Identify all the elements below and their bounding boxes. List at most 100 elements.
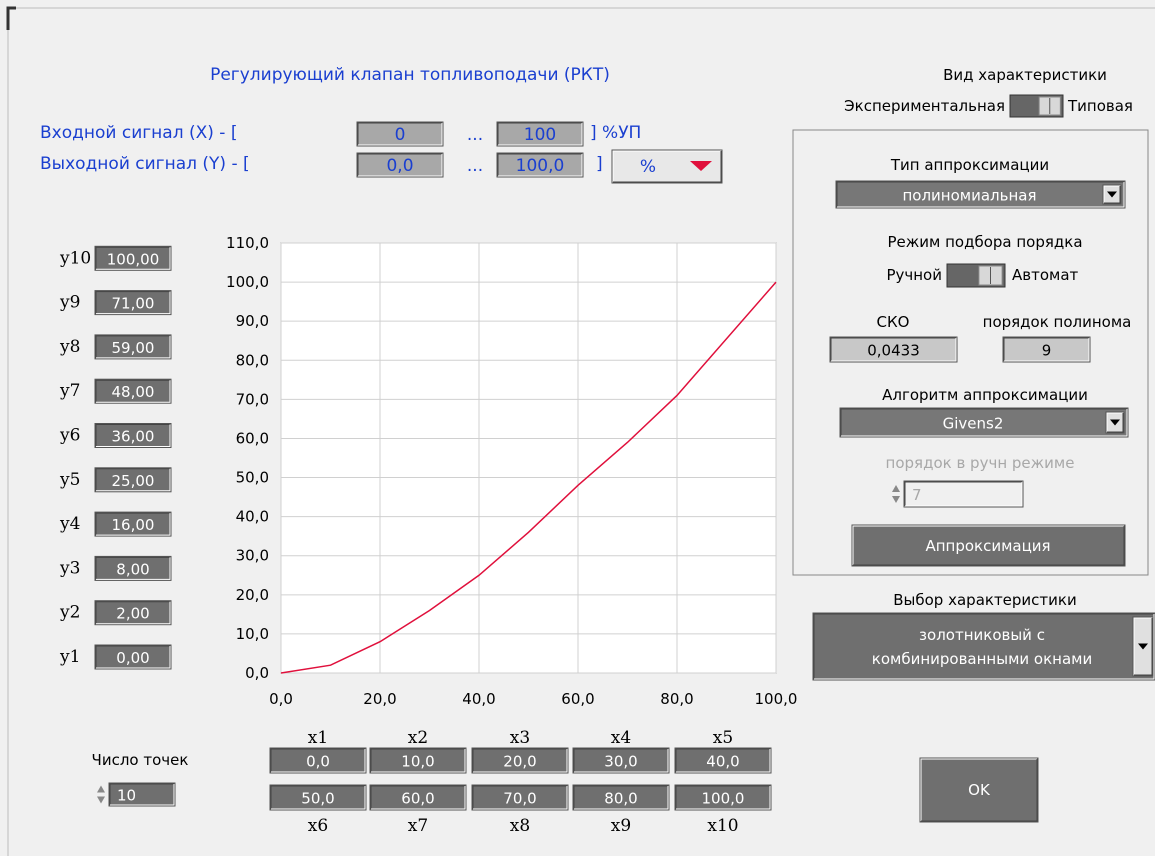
points-count-bevel [109,783,174,805]
title: Регулирующий клапан топливоподачи (РКТ) [210,65,610,85]
points-count-down[interactable] [97,796,105,804]
x-field-text: 50,0 [301,790,334,808]
output-min-bevel [358,154,443,177]
unit-dropdown[interactable] [611,149,723,184]
y-tick-label: 70,0 [236,390,269,408]
type-dropdown[interactable] [835,180,1126,209]
y-field-bevel [96,601,171,625]
select-dropdown[interactable] [812,612,1155,681]
y-name: y5 [59,470,80,490]
y-field-text: 25,00 [112,472,155,490]
type-dropdown-bevel [836,181,1124,207]
x-field-text: 70,0 [503,790,536,808]
y-field-text: 8,00 [116,560,149,578]
points-count-up[interactable] [97,785,105,793]
y-field[interactable] [94,600,172,626]
x-field-bevel [371,786,466,810]
x-field-bevel [271,749,366,773]
y-field-bevel [96,513,171,536]
x-field[interactable] [269,747,367,774]
x-field-text: 60,0 [401,790,434,808]
y-field-text: 36,00 [112,428,155,446]
rmse-field-text: 0,0433 [867,342,920,360]
x-field-bevel [270,748,365,772]
y-field-text: 2,00 [116,605,149,623]
manual-order-label: порядок в ручн режиме [886,454,1075,472]
x-tick-label: 100,0 [755,690,798,708]
x-field-text: 100,0 [702,790,745,808]
input-max[interactable] [496,121,584,147]
output-max[interactable] [496,152,584,178]
x-name: x9 [611,816,631,836]
input-label: Входной сигнал (X) - [ [40,123,237,143]
x-field[interactable] [471,784,569,811]
algorithm-dropdown[interactable] [839,407,1129,438]
order-field-bevel [1003,337,1089,361]
order-field-text: 9 [1042,342,1052,360]
x-field[interactable] [572,747,670,774]
y-name: y10 [59,248,91,268]
ok-button-text: OK [968,781,991,799]
x-field-bevel [473,749,568,773]
manual-order-bevel [904,481,1022,506]
algorithm-label: Алгоритм аппроксимации [882,386,1088,404]
manual-order[interactable] [903,480,1024,508]
output-close: ] [596,154,603,174]
x-name: x3 [510,728,530,748]
x-field[interactable] [369,784,467,811]
y-field[interactable] [94,644,172,670]
y-tick-label: 0,0 [245,664,269,682]
x-field-bevel [270,785,365,809]
output-min-bevel [357,153,442,176]
y-field[interactable] [94,334,172,360]
x-field[interactable] [471,747,569,774]
y-field-bevel [95,246,170,270]
y-field[interactable] [94,378,172,404]
y-tick-label: 50,0 [236,469,269,487]
y-name: y6 [59,426,80,446]
approximate-button-text: Аппроксимация [925,537,1050,555]
x-field[interactable] [269,784,367,811]
x-field-text: 30,0 [604,753,637,771]
select-dropdown-button-bevel [1134,618,1153,676]
approximate-button[interactable] [851,524,1126,567]
manual-order-up[interactable] [892,485,900,492]
y-field[interactable] [94,511,172,537]
x-field-bevel [271,786,366,810]
manual-order-down[interactable] [892,496,900,503]
y-field-bevel [96,247,171,270]
ok-button[interactable] [919,757,1039,823]
type-dropdown-bevel [837,182,1125,208]
y-tick-label: 100,0 [226,273,269,291]
y-tick-label: 60,0 [236,429,269,447]
view-left: Экспериментальная [844,97,1005,115]
x-field[interactable] [572,784,670,811]
y-name: y8 [59,337,80,357]
points-count-label: Число точек [92,751,189,769]
type-dropdown-text: полиномиальная [902,187,1036,205]
input-min-bevel [358,123,443,146]
y-field[interactable] [94,423,172,448]
points-count[interactable] [108,782,176,807]
x-field[interactable] [674,784,772,811]
output-min[interactable] [356,152,444,178]
output-max-bevel [497,153,582,176]
select-line: золотниковый с [919,626,1045,644]
view-label: Вид характеристики [943,66,1107,84]
x-field[interactable] [369,747,467,774]
rmse-label: СКО [877,313,910,331]
y-field[interactable] [94,290,172,316]
unit-dropdown-arrow [690,161,712,171]
y-field[interactable] [94,467,172,493]
input-min[interactable] [356,121,444,147]
data-line [280,281,777,674]
y-field[interactable] [94,555,172,581]
x-field[interactable] [674,747,772,774]
y-name: y1 [59,647,80,667]
x-name: x6 [308,816,328,836]
y-name: y7 [59,381,80,401]
select-line: комбинированными окнами [872,650,1092,668]
y-field[interactable] [94,245,172,271]
x-tick-label: 60,0 [561,690,594,708]
